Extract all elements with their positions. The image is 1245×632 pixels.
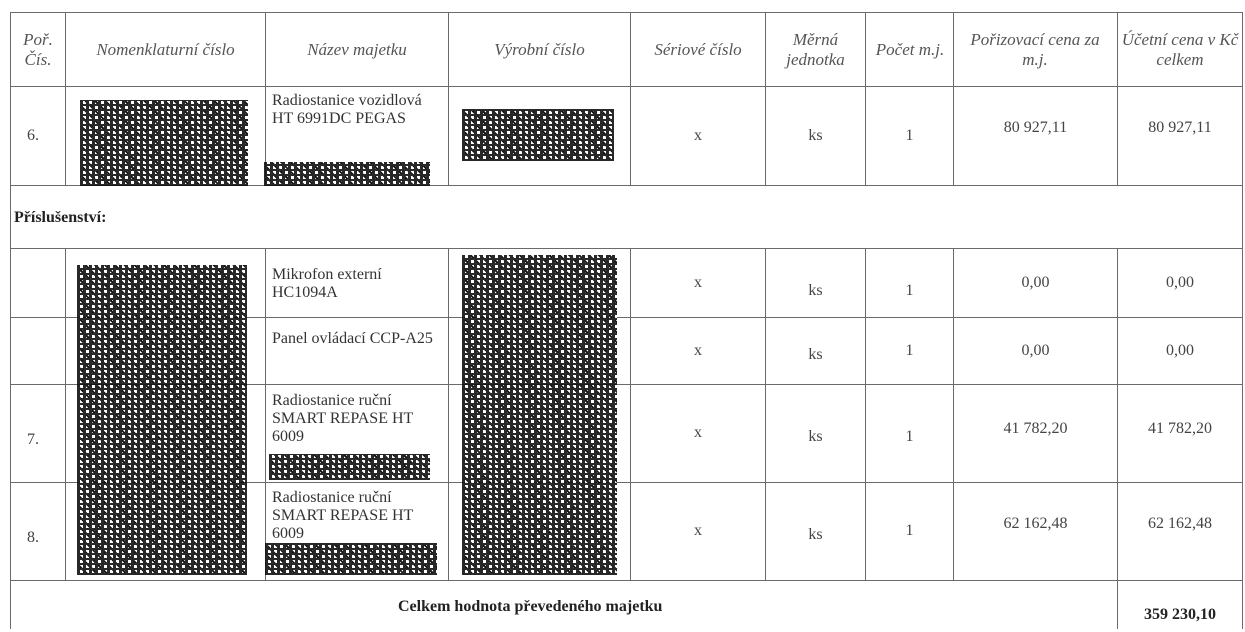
redacted-vyrobni [462, 109, 614, 161]
row-number: 8. [27, 529, 39, 546]
right-border [1242, 12, 1243, 629]
redacted-name-fragment [264, 162, 430, 186]
total-cell: 0,00 [1166, 273, 1194, 291]
row-number: 6. [27, 126, 39, 144]
count-cell: 1 [905, 428, 914, 445]
header-vyrobni: Výrobní číslo [494, 40, 585, 59]
col-divider [65, 12, 66, 185]
col-divider [1117, 12, 1118, 185]
table-top-border [10, 12, 1243, 13]
col-divider [448, 12, 449, 185]
row-panel-bottom-border [10, 384, 1243, 385]
col-divider [1117, 248, 1118, 629]
col-divider [865, 248, 866, 580]
col-divider [865, 12, 866, 185]
unit-cell: ks [808, 526, 823, 543]
count-cell: 1 [905, 126, 914, 144]
header-porizovaci: Pořizovací cena za m.j. [970, 30, 1100, 69]
col-divider [630, 248, 631, 580]
header-merna: Měrná jednotka [786, 30, 845, 69]
serial-cell: x [694, 424, 702, 441]
total-value: 359 230,10 [1144, 606, 1216, 623]
row-8-bottom-border [10, 580, 1243, 581]
header-ucetni: Účetní cena v Kč celkem [1121, 30, 1239, 69]
total-label: Celkem hodnota převedeného majetku [398, 598, 663, 615]
header-nomenklaturni: Nomenklaturní číslo [96, 40, 235, 59]
redacted-nomenklatura [80, 100, 248, 186]
row-mic-bottom-border [10, 317, 1243, 318]
price-cell: 0,00 [1021, 341, 1050, 359]
count-cell: 1 [905, 341, 914, 359]
col-divider [630, 12, 631, 185]
serial-cell: x [694, 341, 702, 359]
item-name: Mikrofon externí HC1094A [272, 266, 382, 301]
col-divider [953, 248, 954, 580]
col-divider [765, 248, 766, 580]
item-name: Radiostanice vozidlová HT 6991DC PEGAS [272, 92, 422, 127]
header-nazev: Název majetku [307, 40, 407, 59]
unit-cell: ks [808, 126, 823, 144]
total-cell: 41 782,20 [1148, 420, 1212, 437]
left-border [10, 12, 11, 629]
col-divider [65, 248, 66, 580]
col-divider [265, 12, 266, 185]
row-6-bottom-border [10, 185, 1243, 186]
unit-cell: ks [808, 281, 823, 299]
col-divider [265, 248, 266, 580]
price-cell: 41 782,20 [1003, 420, 1068, 437]
header-pocet: Počet m.j. [875, 40, 945, 59]
redacted-name-fragment [269, 454, 430, 480]
serial-cell: x [694, 126, 702, 144]
row-number: 7. [27, 431, 39, 448]
unit-cell: ks [808, 428, 823, 445]
header-bottom-border [10, 86, 1243, 87]
header-seriove: Sériové číslo [654, 40, 742, 59]
count-cell: 1 [905, 522, 914, 539]
section-label: Příslušenství: [14, 209, 107, 226]
price-cell: 0,00 [1021, 273, 1050, 291]
price-cell: 80 927,11 [1003, 119, 1068, 136]
col-divider [765, 12, 766, 185]
row-7-bottom-border [10, 482, 1243, 483]
redacted-vyrobni [462, 255, 617, 575]
col-divider [448, 248, 449, 580]
price-cell: 62 162,48 [1003, 515, 1068, 532]
header-por-cis: Poř. Čís. [23, 30, 53, 69]
redacted-name-fragment [265, 543, 437, 575]
item-name: Radiostanice ruční SMART REPASE HT 6009 [272, 392, 414, 445]
item-name: Radiostanice ruční SMART REPASE HT 6009 [272, 489, 414, 542]
section-bottom-border [10, 248, 1243, 249]
unit-cell: ks [808, 345, 823, 363]
col-divider [953, 12, 954, 185]
redacted-nomenklatura [77, 265, 247, 575]
serial-cell: x [694, 273, 702, 291]
serial-cell: x [694, 522, 702, 539]
count-cell: 1 [905, 281, 914, 299]
total-cell: 62 162,48 [1148, 515, 1212, 532]
total-cell: 0,00 [1166, 341, 1194, 359]
total-cell: 80 927,11 [1148, 119, 1212, 136]
item-name: Panel ovládací CCP-A25 [272, 330, 433, 347]
